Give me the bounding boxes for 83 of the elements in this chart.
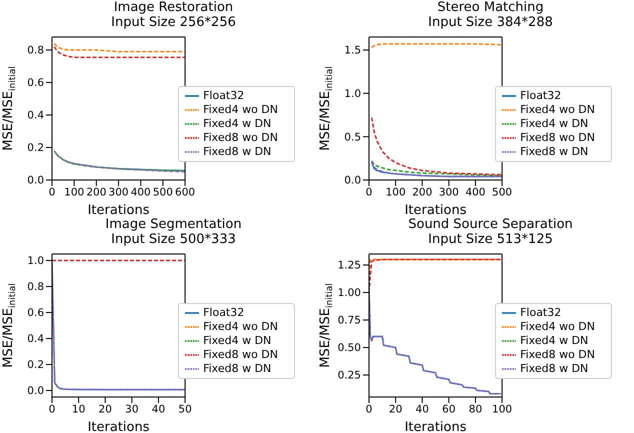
line-series — [52, 259, 186, 390]
y-tick-label: 0.25 — [338, 369, 361, 382]
chart-title: Stereo Matching — [436, 0, 545, 15]
legend-label: Fixed8 wo DN — [203, 348, 278, 361]
legend-label: Fixed4 wo DN — [203, 103, 278, 116]
x-tick-label: 0 — [366, 186, 372, 198]
x-tick-label: 80 — [468, 402, 482, 415]
line-series — [369, 286, 502, 394]
chart-title: Image Segmentation — [104, 216, 243, 232]
legend-label: Float32 — [203, 306, 244, 319]
x-tick-label: 200 — [86, 186, 106, 198]
x-axis-title: Iterations — [404, 420, 467, 433]
y-tick-label: 0.4 — [27, 110, 44, 122]
y-tick-label: 0.4 — [27, 332, 44, 345]
x-tick-label: 300 — [108, 186, 129, 198]
legend-label: Fixed4 w DN — [520, 117, 588, 130]
legend-label: Float32 — [520, 306, 562, 319]
y-tick-label: 0.0 — [27, 384, 44, 397]
x-tick-label: 20 — [388, 402, 402, 415]
legend-label: Fixed8 w DN — [203, 145, 272, 158]
chart-subtitle: Input Size 513*125 — [427, 232, 554, 246]
x-tick-label: 0 — [48, 186, 56, 198]
legend-label: Fixed8 wo DN — [520, 348, 595, 361]
x-tick-label: 100 — [64, 186, 84, 198]
y-tick-label: 0.6 — [27, 77, 44, 90]
x-tick-label: 100 — [492, 402, 512, 415]
y-tick-label: 0.6 — [27, 306, 44, 319]
y-tick-label: 0.8 — [27, 44, 44, 57]
chart-title: Image Restoration — [112, 0, 234, 15]
x-tick-label: 0 — [366, 402, 372, 415]
x-tick-label: 10 — [72, 402, 86, 415]
x-tick-label: 400 — [465, 186, 486, 198]
legend-label: Fixed4 w DN — [203, 334, 272, 347]
y-tick-label: 0.0 — [27, 174, 44, 187]
legend-label: Float32 — [520, 89, 562, 102]
chart-subtitle: Input Size 384*288 — [427, 15, 554, 30]
y-tick-label: 1.5 — [344, 44, 361, 57]
chart-subtitle: Input Size 500*333 — [110, 232, 237, 246]
chart-subtitle: Input Size 256*256 — [110, 15, 237, 30]
x-tick-label: 200 — [412, 186, 432, 198]
legend-label: Float32 — [203, 89, 244, 102]
x-tick-label: 100 — [386, 186, 406, 198]
legend-label: Fixed4 wo DN — [203, 320, 278, 333]
y-tick-label: 1.25 — [338, 259, 361, 272]
legend-label: Fixed4 wo DN — [520, 320, 595, 333]
line-series — [53, 46, 186, 58]
x-tick-label: 60 — [442, 402, 456, 415]
x-axis-title: Iterations — [88, 420, 150, 433]
x-tick-label: 50 — [178, 402, 192, 415]
legend-label: Fixed8 w DN — [520, 362, 588, 375]
chart-title: Sound Source Separation — [407, 216, 574, 232]
x-axis-title: Iterations — [404, 203, 467, 218]
y-tick-label: 1.00 — [338, 286, 361, 299]
x-tick-label: 40 — [152, 402, 166, 415]
y-tick-label: 0.50 — [338, 342, 361, 354]
x-tick-label: 30 — [125, 402, 139, 415]
legend-label: Fixed8 wo DN — [203, 131, 278, 144]
legend-label: Fixed8 w DN — [520, 145, 588, 158]
legend-label: Fixed4 wo DN — [520, 103, 595, 116]
legend-label: Fixed8 wo DN — [520, 131, 595, 144]
y-tick-label: 0.2 — [27, 358, 44, 371]
x-tick-label: 20 — [98, 402, 112, 415]
line-series — [370, 116, 502, 176]
x-tick-label: 400 — [130, 186, 151, 198]
legend-label: Fixed8 w DN — [203, 362, 272, 375]
x-tick-label: 300 — [438, 186, 459, 198]
line-series — [369, 258, 502, 293]
x-tick-label: 0 — [48, 402, 56, 415]
y-tick-label: 0.75 — [338, 314, 361, 326]
x-tick-label: 500 — [152, 186, 173, 198]
y-tick-label: 1.0 — [27, 254, 44, 267]
line-series — [53, 42, 186, 52]
x-tick-label: 40 — [416, 402, 429, 415]
legend-label: Fixed4 w DN — [520, 334, 588, 347]
y-tick-label: 1.0 — [344, 88, 361, 100]
x-axis-title: Iterations — [88, 203, 150, 218]
y-tick-label: 0.0 — [344, 174, 361, 187]
y-tick-label: 0.8 — [27, 280, 44, 293]
x-tick-label: 500 — [492, 186, 512, 198]
y-tick-label: 0.5 — [344, 131, 361, 144]
legend-label: Fixed4 w DN — [203, 117, 272, 130]
y-tick-label: 0.2 — [27, 142, 44, 154]
x-tick-label: 600 — [175, 186, 196, 198]
